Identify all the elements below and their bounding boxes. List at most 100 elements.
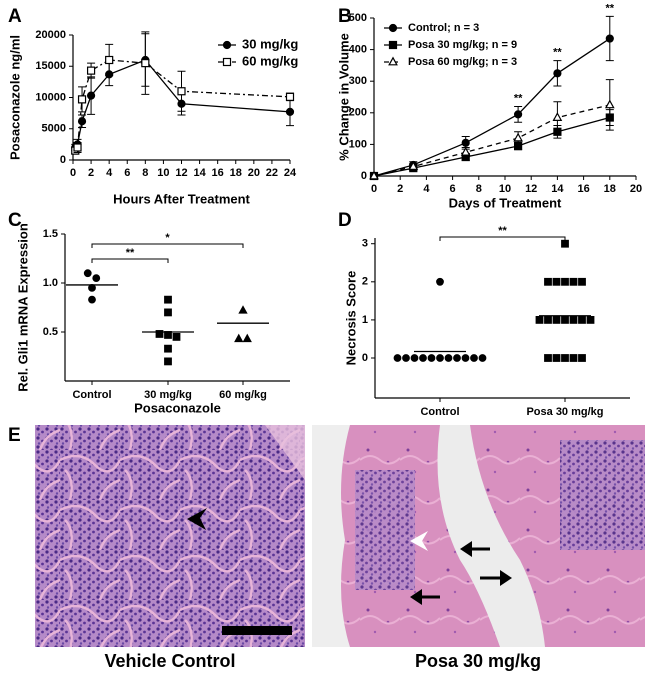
legend-label: Posa 30 mg/kg; n = 9 xyxy=(408,39,517,51)
marker xyxy=(86,91,96,100)
marker xyxy=(461,138,470,147)
marker xyxy=(86,66,96,75)
x-tick-label: 12 xyxy=(525,183,537,195)
legend-label: Control; n = 3 xyxy=(408,22,479,34)
y-tick-label: 1 xyxy=(362,314,368,326)
x-tick-label: 10 xyxy=(157,167,169,179)
marker xyxy=(561,354,569,362)
y-tick-label: 100 xyxy=(349,138,367,150)
marker xyxy=(164,344,172,353)
marker xyxy=(77,95,87,104)
x-tick-label: 18 xyxy=(604,183,616,195)
annotation: ** xyxy=(553,47,562,59)
marker xyxy=(478,354,487,362)
y-tick-label: 5000 xyxy=(42,123,66,135)
marker xyxy=(578,277,586,286)
x-tick-label: 0 xyxy=(70,167,76,179)
legend-marker xyxy=(222,57,232,67)
marker xyxy=(83,269,92,278)
caption: Posa 30 mg/kg xyxy=(415,651,541,671)
marker xyxy=(285,92,295,101)
panel-label: A xyxy=(8,6,22,27)
marker xyxy=(569,277,578,286)
marker xyxy=(460,146,471,156)
y-axis-title: Posaconazole ng/ml xyxy=(7,35,22,160)
x-tick-label: 4 xyxy=(423,183,430,195)
marker xyxy=(164,308,172,317)
marker xyxy=(73,143,82,152)
marker xyxy=(234,333,244,343)
x-axis-title: Posaconazole xyxy=(134,400,221,415)
marker xyxy=(561,239,569,248)
x-tick-label: 14 xyxy=(551,183,564,195)
marker xyxy=(513,110,523,119)
marker xyxy=(569,316,578,324)
x-tick-label: 10 xyxy=(499,183,511,195)
x-tick-label: 18 xyxy=(230,167,242,179)
panel-label: D xyxy=(338,210,352,231)
marker xyxy=(393,354,402,362)
y-tick-label: 15000 xyxy=(35,60,66,72)
marker xyxy=(164,357,172,366)
y-tick-label: 1.5 xyxy=(43,228,58,240)
x-tick-label: 6 xyxy=(124,167,130,179)
marker xyxy=(544,277,552,286)
x-tick-label: 20 xyxy=(248,167,260,179)
y-axis-title: % Change in Volume xyxy=(336,33,351,161)
x-tick-label: Posa 30 mg/kg xyxy=(526,406,603,418)
y-tick-label: 300 xyxy=(349,75,367,87)
legend-marker xyxy=(388,56,398,66)
marker xyxy=(604,99,615,109)
y-tick-label: 2 xyxy=(362,276,368,288)
x-tick-label: 16 xyxy=(577,183,589,195)
x-tick-label: 8 xyxy=(476,183,482,195)
y-tick-label: 3 xyxy=(362,238,368,250)
y-tick-label: 400 xyxy=(349,44,367,56)
significance-bracket xyxy=(439,236,566,241)
marker xyxy=(410,354,419,362)
marker xyxy=(92,274,101,283)
x-tick-label: 2 xyxy=(397,183,403,195)
marker xyxy=(578,316,586,324)
annotation: ** xyxy=(606,2,615,14)
marker xyxy=(569,354,578,362)
x-tick-label: 22 xyxy=(266,167,278,179)
marker xyxy=(605,34,614,43)
marker xyxy=(578,354,586,362)
marker xyxy=(172,333,181,341)
marker xyxy=(141,59,150,68)
marker xyxy=(419,354,427,362)
legend-label: Posa 60 mg/kg; n = 3 xyxy=(408,56,517,68)
x-tick-label: 60 mg/kg xyxy=(219,389,267,401)
legend-marker xyxy=(388,40,398,50)
caption: Vehicle Control xyxy=(104,651,235,671)
series-line xyxy=(373,116,610,177)
y-tick-label: 200 xyxy=(349,107,367,119)
marker xyxy=(155,330,164,338)
marker xyxy=(444,354,453,362)
significance-label: ** xyxy=(498,225,507,237)
marker xyxy=(553,69,562,78)
marker xyxy=(461,354,470,362)
y-tick-label: 0 xyxy=(362,352,368,364)
marker xyxy=(164,295,172,304)
legend-marker xyxy=(388,23,398,33)
legend-label: 60 mg/kg xyxy=(242,53,298,68)
y-tick-label: 10000 xyxy=(35,91,66,103)
x-tick-label: 14 xyxy=(193,167,206,179)
marker xyxy=(408,161,419,170)
y-tick-label: 0 xyxy=(60,154,66,166)
marker xyxy=(544,316,552,324)
marker xyxy=(552,112,563,121)
y-tick-label: 1.0 xyxy=(43,277,58,289)
histology-left xyxy=(35,425,305,647)
y-tick-label: 0.5 xyxy=(43,326,58,338)
significance-bracket xyxy=(91,258,169,263)
x-tick-label: 8 xyxy=(142,167,148,179)
significance-label: ** xyxy=(126,247,135,259)
marker xyxy=(88,295,96,304)
panel-label: B xyxy=(338,6,352,27)
marker xyxy=(285,107,295,116)
marker xyxy=(242,333,252,343)
marker xyxy=(552,354,561,362)
